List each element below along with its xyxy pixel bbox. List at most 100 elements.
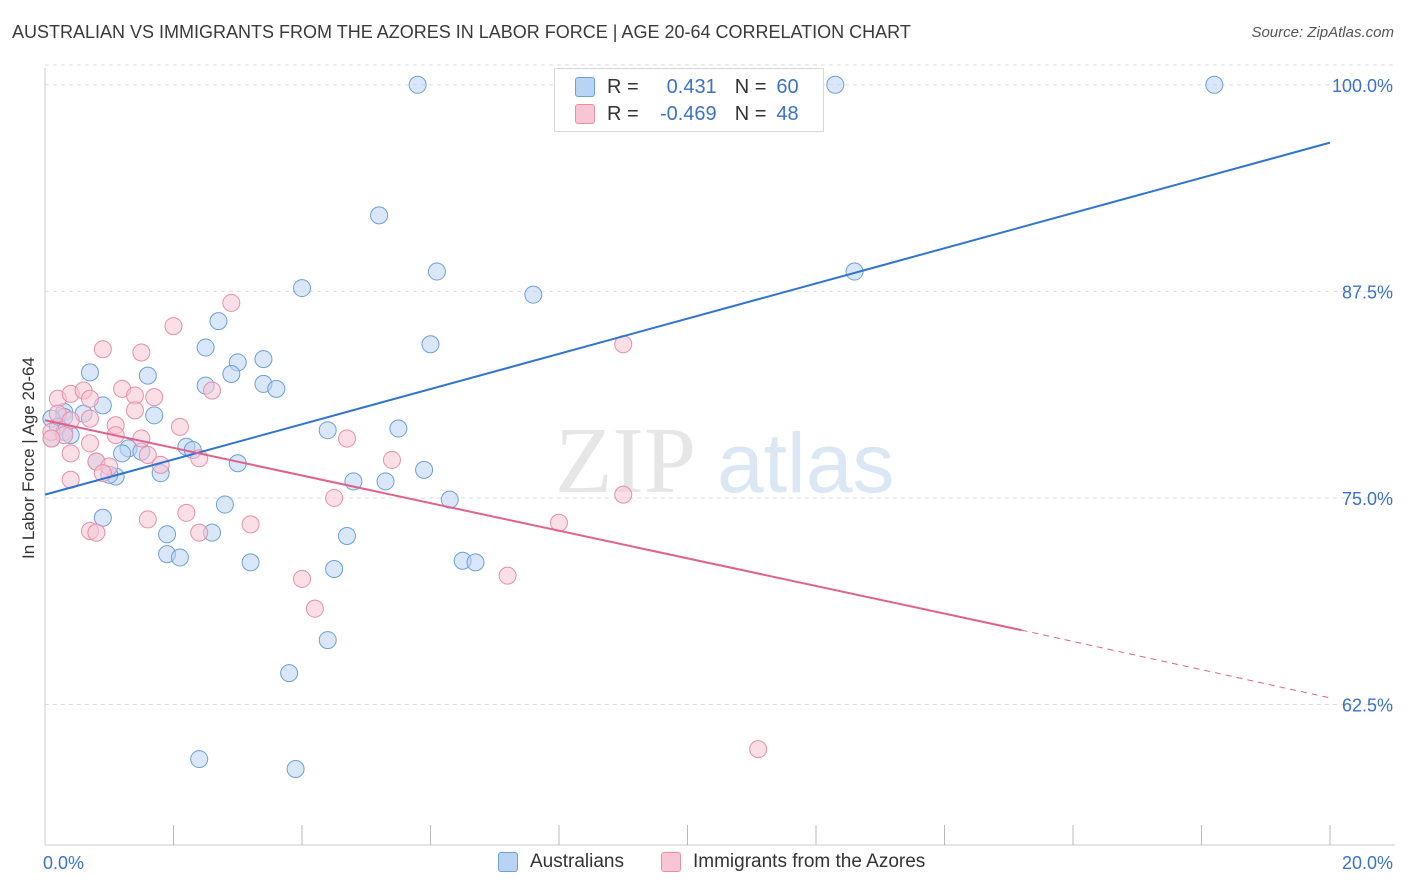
australians-point — [427, 262, 446, 281]
correlation-legend: R = 0.431 N = 60 R = -0.469 N = 48 — [554, 68, 824, 132]
azores-point — [325, 488, 344, 507]
azores-point — [498, 566, 517, 585]
legend-label-australians: Australians — [530, 851, 624, 872]
australians-point — [113, 444, 132, 463]
axes-layer — [44, 68, 1395, 846]
australians-point — [280, 664, 299, 683]
azores-point — [61, 444, 80, 463]
legend-r-value: -0.469 — [659, 102, 717, 125]
australians-point — [158, 525, 177, 544]
australians-point — [376, 472, 395, 491]
azores-point — [42, 429, 61, 448]
azores-point — [203, 381, 222, 400]
legend-swatch-blue — [575, 77, 595, 97]
azores-point — [125, 401, 144, 420]
legend-item-australians: Australians — [498, 851, 624, 873]
y-tick-label: 87.5% — [1342, 282, 1393, 302]
legend-row-azores: R = -0.469 N = 48 — [575, 102, 799, 126]
watermark-atlas: atlas — [717, 416, 894, 510]
source-label: Source: ZipAtlas.com — [1251, 24, 1394, 41]
australians-point — [254, 350, 273, 369]
australians-point — [293, 279, 311, 298]
australians-point — [466, 553, 485, 572]
azores-point — [337, 429, 356, 448]
legend-swatch-pink — [575, 104, 595, 124]
australians-point — [408, 75, 427, 94]
azores-point — [80, 409, 99, 428]
australians-point — [190, 750, 209, 769]
azores-point — [132, 429, 151, 448]
australians-point — [389, 419, 408, 438]
legend-r-value: 0.431 — [661, 75, 717, 98]
azores-trendline — [44, 419, 1022, 632]
trend-layer — [44, 141, 1331, 699]
azores-point — [138, 445, 157, 464]
azores-point — [614, 485, 633, 504]
australians-point — [524, 285, 543, 304]
labels-layer: 62.5% 75.0% 87.5% 100.0% 0.0% 20.0% — [43, 76, 1393, 873]
y-tick-label: 75.0% — [1342, 489, 1393, 509]
azores-point — [138, 510, 157, 529]
azores-point — [749, 740, 768, 759]
watermark: ZIP atlas — [555, 409, 894, 513]
azores-point — [80, 434, 99, 453]
azores-point — [293, 569, 311, 588]
azores-point — [170, 417, 189, 436]
legend-r-label: R = — [607, 75, 639, 98]
australians-point — [209, 312, 228, 331]
australians-point — [370, 206, 389, 225]
azores-point — [190, 523, 209, 542]
azores-point — [80, 389, 99, 408]
legend-n-label: N = — [734, 75, 767, 98]
y-tick-label: 100.0% — [1332, 76, 1393, 96]
australians-point — [337, 526, 356, 545]
y-tick-label: 62.5% — [1342, 696, 1393, 716]
azores-point — [145, 388, 164, 407]
legend-n-label: N = — [734, 102, 767, 125]
azores-point — [222, 293, 241, 312]
chart-title: AUSTRALIAN VS IMMIGRANTS FROM THE AZORES… — [12, 22, 911, 42]
australians-point — [318, 421, 337, 440]
legend-n-value: 60 — [776, 75, 799, 98]
legend-swatch-blue — [498, 852, 518, 872]
australians-trendline — [44, 141, 1331, 496]
x-tick-label: 0.0% — [43, 853, 84, 873]
azores-trendline — [1021, 629, 1331, 699]
australians-point — [170, 548, 189, 567]
azores-point — [164, 317, 183, 336]
azores-point — [382, 450, 401, 469]
legend-item-azores: Immigrants from the Azores — [661, 851, 925, 873]
australians-point — [267, 379, 286, 398]
y-axis-label: In Labor Force | Age 20-64 — [19, 357, 38, 559]
azores-point — [305, 599, 324, 618]
australians-point — [286, 759, 305, 778]
australians-point — [826, 75, 845, 94]
australians-point — [325, 560, 344, 579]
australians-point — [241, 553, 260, 572]
australians-point — [196, 338, 215, 357]
australians-point — [222, 365, 241, 383]
azores-point — [177, 503, 196, 522]
grid-layer — [45, 64, 1395, 706]
australians-point — [215, 495, 234, 514]
legend-n-value: 48 — [776, 102, 799, 125]
legend-swatch-pink — [661, 852, 681, 872]
australians-point — [415, 460, 434, 479]
australians-point — [80, 363, 99, 382]
x-tick-label: 20.0% — [1342, 853, 1393, 873]
azores-point — [241, 515, 260, 534]
azores-point — [132, 343, 151, 362]
australians-point — [138, 366, 157, 385]
legend-label-azores: Immigrants from the Azores — [693, 851, 926, 872]
points-layer — [42, 75, 1224, 778]
legend-r-label: R = — [607, 102, 639, 125]
legend-row-australians: R = 0.431 N = 60 — [575, 75, 799, 99]
australians-point — [93, 508, 112, 527]
azores-point — [87, 523, 106, 542]
australians-point — [421, 335, 440, 354]
australians-point — [318, 631, 337, 650]
azores-point — [93, 340, 112, 359]
australians-point — [145, 406, 164, 425]
australians-point — [1205, 75, 1224, 94]
